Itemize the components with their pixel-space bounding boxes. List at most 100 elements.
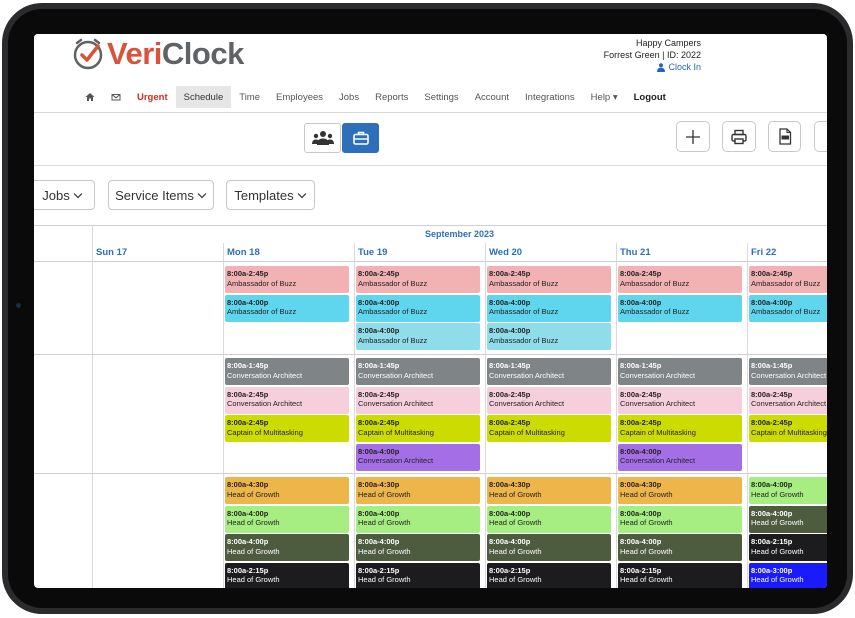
shift-block[interactable]: 8:00a-2:45p Conversation Architect [618,386,742,414]
nav-help[interactable]: Help ▾ [590,91,618,103]
shift-block[interactable]: 8:00a-4:00p Conversation Architect [356,443,480,471]
shift-block[interactable]: 8:00a-2:45p Ambassador of Buzz [749,266,827,293]
nav-settings[interactable]: Settings [424,91,459,103]
day-header[interactable]: Fri 22 [751,247,777,258]
shift-block[interactable]: 8:00a-4:00p Ambassador of Buzz [225,294,349,322]
shift-time: 8:00a-2:45p [227,418,269,427]
day-header[interactable]: Sun 17 [96,247,128,258]
shift-role: Conversation Architect [358,399,434,408]
nav-reports[interactable]: Reports [375,91,409,103]
shift-block[interactable]: 8:00a-2:15p Head of Growth [749,534,827,561]
nav-time[interactable]: Time [239,91,261,103]
nav-account[interactable]: Account [474,91,510,103]
shift-block[interactable]: 8:00a-4:00p Ambassador of Buzz [618,294,742,322]
shift-block[interactable]: 8:00a-2:45p Captain of Multitasking [749,415,827,442]
shift-block[interactable]: 8:00a-2:15p Head of Growth [487,562,611,588]
logo-text-veri: Veri [107,36,162,71]
add-shift-button[interactable] [676,121,710,152]
shift-block[interactable]: 8:00a-4:00p Head of Growth [749,505,827,533]
shift-role: Head of Growth [358,489,411,499]
shift-block[interactable]: 8:00a-4:00p Head of Growth [487,505,611,533]
shift-block[interactable]: 8:00a-2:45p Conversation Architect [749,386,827,414]
shift-role: Ambassador of Buzz [227,307,297,316]
templates-filter-dropdown[interactable]: Templates [226,180,315,210]
jobs-view-button[interactable] [342,123,379,153]
shift-block[interactable]: 8:00a-1:45p Conversation Architect [225,358,349,385]
shift-block[interactable]: 8:00a-4:00p Ambassador of Buzz [487,294,611,322]
shift-time: 8:00a-2:45p [489,389,531,399]
shift-block[interactable]: 8:00a-4:00p Ambassador of Buzz [356,294,480,322]
shift-block[interactable]: 8:00a-4:00p Head of Growth [225,534,349,561]
shift-block[interactable]: 8:00a-4:30p Head of Growth [487,477,611,504]
nav-integrations[interactable]: Integrations [525,91,575,103]
shift-role: Head of Growth [751,575,804,584]
more-tools-button[interactable] [814,121,827,152]
shift-block[interactable]: 8:00a-2:45p Conversation Architect [487,386,611,414]
shift-time: 8:00a-4:00p [358,297,400,307]
grid-column-line [485,243,486,588]
day-header[interactable]: Mon 18 [227,247,260,258]
shift-block[interactable]: 8:00a-4:30p Head of Growth [618,477,742,504]
nav-home[interactable] [77,86,103,108]
people-view-button[interactable] [304,123,341,153]
shift-block[interactable]: 8:00a-4:00p Head of Growth [749,477,827,504]
shift-block[interactable]: 8:00a-2:15p Head of Growth [225,562,349,588]
pdf-export-button[interactable] [768,121,801,152]
shift-block[interactable]: 8:00a-4:00p Head of Growth [618,534,742,561]
shift-block[interactable]: 8:00a-4:00p Head of Growth [356,534,480,561]
nav-urgent[interactable]: Urgent [137,91,168,103]
shift-block[interactable]: 8:00a-2:45p Ambassador of Buzz [356,266,480,293]
shift-block[interactable]: 8:00a-1:45p Conversation Architect [749,358,827,385]
shift-block[interactable]: 8:00a-2:45p Conversation Architect [356,386,480,414]
print-button[interactable] [722,121,756,152]
shift-block[interactable]: 8:00a-4:00p Head of Growth [618,505,742,533]
shift-block[interactable]: 8:00a-4:00p Conversation Architect [618,443,742,471]
shift-block[interactable]: 8:00a-4:30p Head of Growth [356,477,480,504]
shift-block[interactable]: 8:00a-2:45p Captain of Multitasking [356,415,480,442]
shift-block[interactable]: 8:00a-4:00p Ambassador of Buzz [487,323,611,350]
shift-time: 8:00a-4:00p [358,326,400,335]
nav-jobs[interactable]: Jobs [339,91,360,103]
shift-block[interactable]: 8:00a-2:45p Captain of Multitasking [487,415,611,442]
nav-mail[interactable] [103,86,129,108]
shift-role: Conversation Architect [227,399,303,408]
day-header[interactable]: Tue 19 [358,247,388,258]
shift-block[interactable]: 8:00a-2:45p Captain of Multitasking [618,415,742,442]
shift-block[interactable]: 8:00a-2:45p Captain of Multitasking [225,415,349,442]
shift-block[interactable]: 8:00a-4:00p Head of Growth [487,534,611,561]
home-icon [85,93,95,101]
shift-role: Ambassador of Buzz [620,307,690,316]
nav-schedule[interactable]: Schedule [175,86,232,108]
shift-block[interactable]: 8:00a-2:45p Ambassador of Buzz [487,266,611,293]
shift-time: 8:00a-2:45p [751,389,793,399]
verclock-logo[interactable]: VeriClock [71,36,244,72]
shift-time: 8:00a-4:00p [489,508,531,518]
service-items-filter-dropdown[interactable]: Service Items [108,180,214,210]
shift-block[interactable]: 8:00a-4:30p Head of Growth [225,477,349,504]
shift-block[interactable]: 8:00a-2:45p Conversation Architect [225,386,349,414]
nav-employees[interactable]: Employees [276,91,324,103]
shift-block[interactable]: 8:00a-4:00p Head of Growth [225,505,349,533]
shift-block[interactable]: 8:00a-2:15p Head of Growth [618,562,742,588]
shift-block[interactable]: 8:00a-1:45p Conversation Architect [356,358,480,385]
shift-time: 8:00a-2:15p [227,565,269,575]
shift-block[interactable]: 8:00a-1:45p Conversation Architect [487,358,611,385]
shift-time: 8:00a-2:45p [358,418,400,427]
shift-block[interactable]: 8:00a-2:45p Ambassador of Buzz [618,266,742,293]
clock-in-link[interactable]: Clock In [657,61,701,73]
nav-logout[interactable]: Logout [633,91,666,103]
shift-time: 8:00a-1:45p [620,361,662,370]
shift-block[interactable]: 8:00a-4:00p Head of Growth [356,505,480,533]
jobs-filter-dropdown[interactable]: Jobs [34,180,95,210]
shift-block[interactable]: 8:00a-2:45p Ambassador of Buzz [225,266,349,293]
shift-block[interactable]: 8:00a-3:00p Head of Growth [749,562,827,588]
shift-block[interactable]: 8:00a-4:00p Ambassador of Buzz [749,294,827,322]
day-header[interactable]: Thu 21 [620,247,651,258]
day-header[interactable]: Wed 20 [489,247,523,258]
shift-block[interactable]: 8:00a-4:00p Ambassador of Buzz [356,323,480,350]
shift-block[interactable]: 8:00a-2:15p Head of Growth [356,562,480,588]
shift-role: Captain of Multitasking [489,427,565,437]
shift-block[interactable]: 8:00a-1:45p Conversation Architect [618,358,742,385]
shift-time: 8:00a-4:30p [227,480,269,489]
schedule-toolbar [34,113,827,165]
